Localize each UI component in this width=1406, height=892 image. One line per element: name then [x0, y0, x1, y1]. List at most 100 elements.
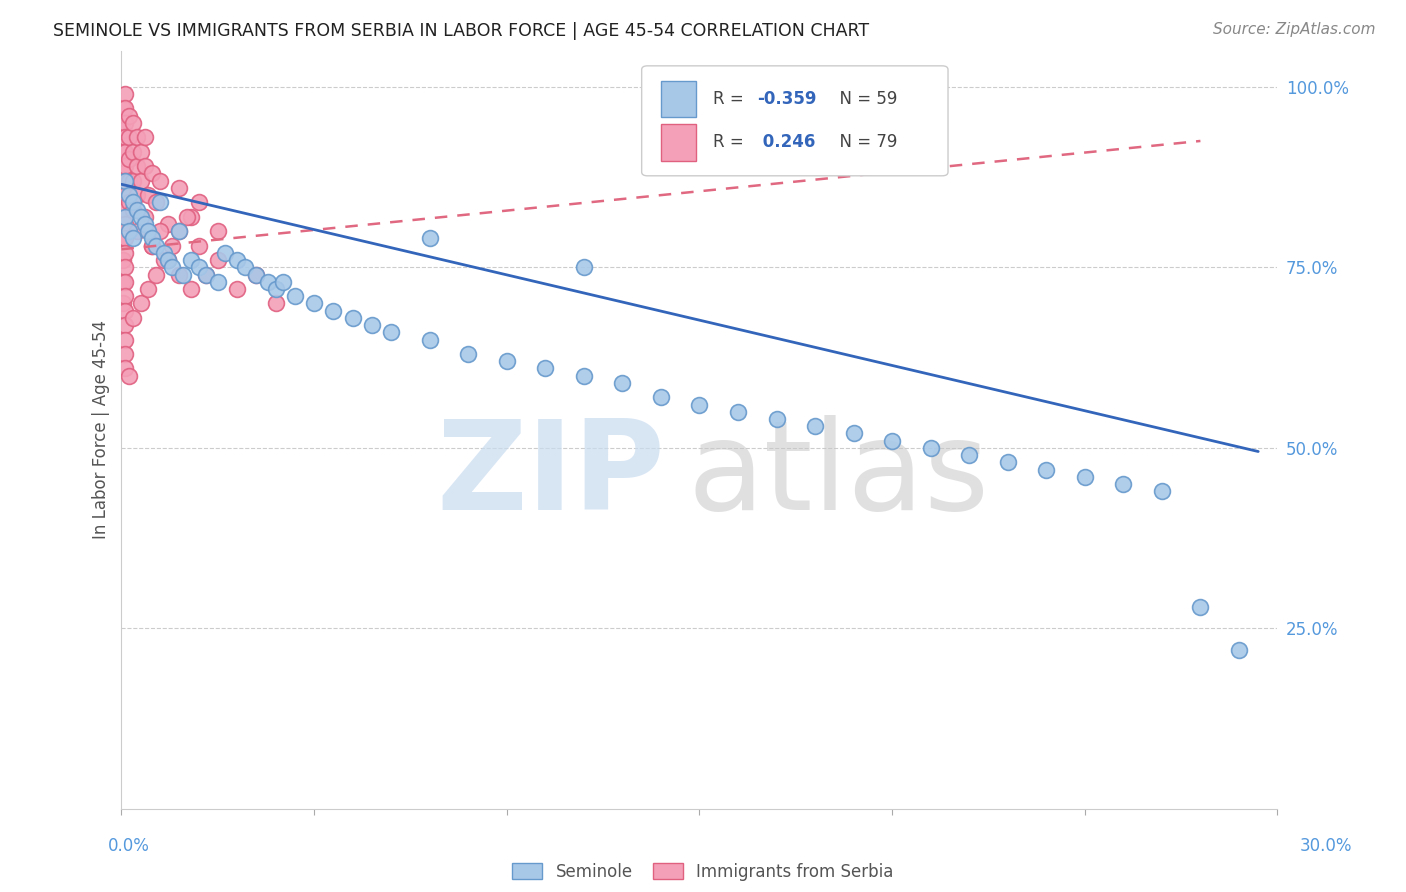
- Point: [380, 326, 402, 340]
- Point: [134, 210, 156, 224]
- Point: [195, 268, 218, 282]
- Point: [187, 260, 209, 275]
- Point: [138, 224, 160, 238]
- Point: [160, 260, 183, 275]
- Point: [149, 195, 172, 210]
- Point: [176, 210, 198, 224]
- Point: [122, 202, 145, 217]
- Point: [361, 318, 384, 332]
- Point: [187, 238, 209, 252]
- Point: [233, 260, 256, 275]
- Point: [114, 188, 136, 202]
- Text: ZIP: ZIP: [436, 415, 665, 536]
- Point: [129, 210, 152, 224]
- Point: [122, 231, 145, 245]
- Point: [118, 109, 141, 123]
- FancyBboxPatch shape: [661, 81, 696, 118]
- Text: atlas: atlas: [688, 415, 990, 536]
- Point: [264, 296, 287, 310]
- Point: [114, 116, 136, 130]
- Text: N = 79: N = 79: [830, 134, 897, 152]
- Point: [342, 310, 364, 325]
- Point: [141, 166, 163, 180]
- Point: [134, 217, 156, 231]
- Text: SEMINOLE VS IMMIGRANTS FROM SERBIA IN LABOR FORCE | AGE 45-54 CORRELATION CHART: SEMINOLE VS IMMIGRANTS FROM SERBIA IN LA…: [53, 22, 869, 40]
- Point: [112, 275, 135, 289]
- Point: [114, 361, 136, 376]
- Point: [122, 195, 145, 210]
- Point: [118, 152, 141, 166]
- Point: [180, 282, 202, 296]
- Point: [112, 253, 135, 268]
- Point: [114, 333, 136, 347]
- Point: [302, 296, 325, 310]
- Point: [114, 289, 136, 303]
- Point: [112, 102, 135, 116]
- Point: [245, 268, 267, 282]
- Point: [125, 130, 148, 145]
- Point: [156, 253, 179, 268]
- Point: [114, 145, 136, 159]
- Point: [141, 238, 163, 252]
- Point: [114, 347, 136, 361]
- Point: [572, 260, 595, 275]
- Point: [129, 296, 152, 310]
- Point: [114, 260, 136, 275]
- Point: [1189, 599, 1212, 614]
- Point: [804, 419, 827, 434]
- Point: [122, 310, 145, 325]
- Point: [134, 159, 156, 173]
- Point: [114, 318, 136, 332]
- FancyBboxPatch shape: [661, 124, 696, 161]
- Point: [226, 282, 249, 296]
- Point: [167, 224, 190, 238]
- Point: [114, 303, 136, 318]
- Y-axis label: In Labor Force | Age 45-54: In Labor Force | Age 45-54: [93, 320, 110, 540]
- Point: [207, 224, 229, 238]
- Point: [1074, 470, 1097, 484]
- Legend: Seminole, Immigrants from Serbia: Seminole, Immigrants from Serbia: [506, 856, 900, 888]
- Point: [419, 333, 441, 347]
- Point: [264, 282, 287, 296]
- Point: [167, 268, 190, 282]
- Text: R =: R =: [713, 134, 749, 152]
- Point: [118, 130, 141, 145]
- Point: [125, 188, 148, 202]
- Point: [195, 268, 218, 282]
- Point: [271, 275, 294, 289]
- Text: Source: ZipAtlas.com: Source: ZipAtlas.com: [1212, 22, 1375, 37]
- Point: [257, 275, 280, 289]
- Point: [118, 188, 141, 202]
- Point: [114, 174, 136, 188]
- Point: [882, 434, 904, 448]
- Text: -0.359: -0.359: [758, 90, 817, 108]
- Point: [114, 87, 136, 101]
- Point: [149, 224, 172, 238]
- Point: [207, 253, 229, 268]
- Point: [245, 268, 267, 282]
- Point: [180, 253, 202, 268]
- Point: [1150, 484, 1173, 499]
- Point: [114, 210, 136, 224]
- Point: [180, 210, 202, 224]
- Point: [727, 405, 749, 419]
- Point: [149, 174, 172, 188]
- Point: [112, 123, 135, 137]
- Point: [114, 130, 136, 145]
- Point: [214, 246, 236, 260]
- Point: [118, 195, 141, 210]
- Text: R =: R =: [713, 90, 749, 108]
- Point: [765, 412, 787, 426]
- Point: [957, 448, 980, 462]
- Point: [112, 188, 135, 202]
- Point: [145, 195, 167, 210]
- Point: [114, 246, 136, 260]
- Point: [160, 238, 183, 252]
- Point: [495, 354, 517, 368]
- Point: [1227, 643, 1250, 657]
- Point: [122, 145, 145, 159]
- Point: [122, 174, 145, 188]
- Point: [145, 268, 167, 282]
- Point: [118, 174, 141, 188]
- Point: [134, 130, 156, 145]
